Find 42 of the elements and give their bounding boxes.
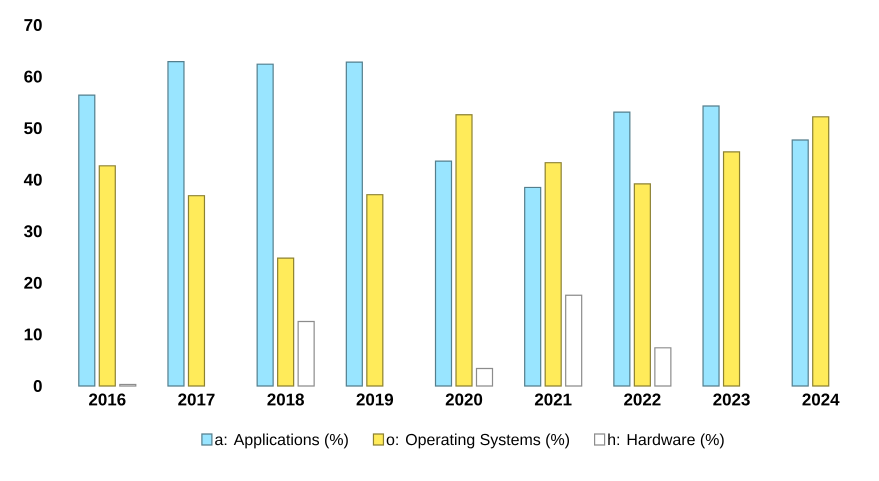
y-tick-label: 70 <box>24 19 42 32</box>
y-tick-label: 20 <box>24 276 42 289</box>
y-tick-label: 0 <box>34 380 42 392</box>
bar <box>476 368 494 387</box>
bar <box>188 195 206 387</box>
y-tick-label: 60 <box>24 70 42 83</box>
bar <box>167 61 185 387</box>
y-tick-label: 50 <box>24 122 42 134</box>
bar <box>298 320 315 387</box>
bar <box>722 151 740 387</box>
x-tick-label: 2023 <box>713 394 750 406</box>
bar <box>634 183 651 387</box>
x-tick-label: 2024 <box>802 394 840 406</box>
legend-label: a: Applications (%) <box>215 434 348 448</box>
bar <box>277 258 294 387</box>
x-tick-label: 2016 <box>89 394 126 406</box>
legend-label: h: Hardware (%) <box>608 434 724 448</box>
bar <box>613 112 630 387</box>
bar <box>366 194 384 387</box>
legend-label: o: Operating Systems (%) <box>386 434 569 448</box>
y-tick-label: 30 <box>24 225 42 238</box>
bar <box>256 64 274 387</box>
bar <box>702 105 720 387</box>
x-tick-label: 2019 <box>356 394 394 406</box>
bar <box>78 94 96 387</box>
bar <box>434 160 452 387</box>
x-tick-label: 2018 <box>267 394 304 406</box>
bar <box>812 116 830 387</box>
y-tick-label: 40 <box>24 174 42 186</box>
x-tick-label: 2022 <box>624 394 661 406</box>
bar <box>565 294 582 387</box>
bar <box>455 114 473 387</box>
bar <box>98 165 116 387</box>
bar <box>524 186 542 387</box>
x-tick-label: 2020 <box>446 394 482 406</box>
bar <box>544 162 562 387</box>
y-tick-label: 10 <box>24 328 42 340</box>
bar <box>654 347 672 387</box>
bar <box>346 62 363 387</box>
bar <box>792 139 809 387</box>
x-tick-label: 2017 <box>178 394 215 406</box>
x-tick-label: 2021 <box>534 394 572 406</box>
